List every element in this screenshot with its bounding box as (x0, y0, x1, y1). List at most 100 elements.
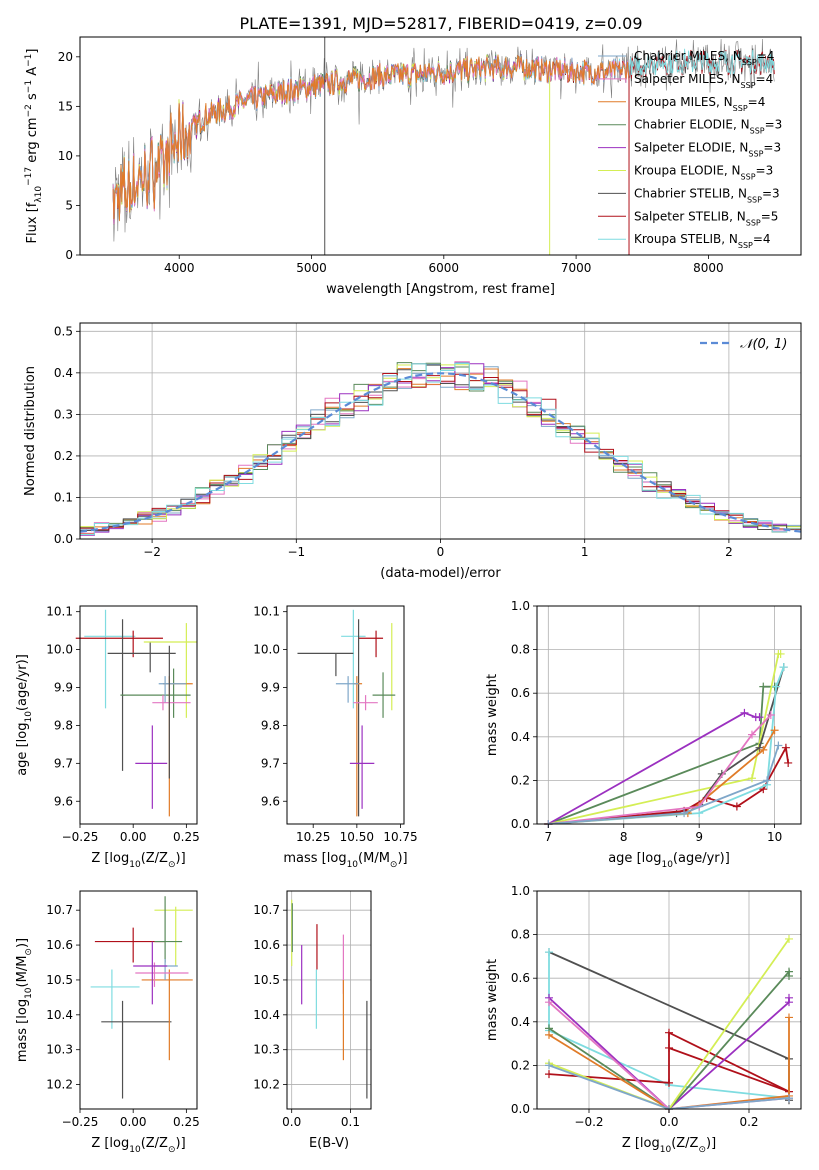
plus-marker (785, 1094, 793, 1103)
data-point (341, 609, 366, 709)
plus-marker (545, 1030, 553, 1039)
axes-frame (286, 890, 372, 1110)
x-tick-label: 9 (695, 830, 703, 844)
x-axis-label: Z [log10(Z/Z⊙)] (91, 1136, 185, 1155)
data-point (133, 941, 168, 1005)
legend-label: Kroupa MILES, NSSP=4 (634, 95, 765, 113)
y-tick-label: 0.0 (511, 1102, 530, 1116)
series-chabrier-miles (544, 741, 783, 828)
y-tick-label: 1.0 (511, 599, 530, 613)
legend-entry: Salpeter ELODIE, NSSP=3 (598, 141, 781, 159)
y-tick-label: 10.5 (253, 973, 280, 987)
data-point (154, 959, 178, 980)
y-tick-label: 10.1 (46, 605, 73, 619)
legend-entry: Kroupa MILES, NSSP=4 (598, 95, 765, 113)
y-tick-label: 10 (58, 149, 73, 163)
x-axis-label: Z [log10(Z/Z⊙)] (622, 1136, 716, 1155)
data-point (75, 630, 163, 658)
series-line (548, 653, 781, 825)
panel-0: 4000 5000 6000 7000 8000 0 5 10 15 20 wavelength [… (24, 36, 802, 297)
y-tick-label: 10.6 (46, 938, 73, 952)
plus-marker (763, 776, 772, 785)
series-line (548, 952, 790, 1099)
y-tick-label: 0.6 (511, 686, 530, 700)
legend-label: Salpeter ELODIE, NSSP=3 (634, 141, 781, 159)
x-tick-label: 0.00 (120, 830, 147, 844)
y-axis-label: mass weight (485, 674, 500, 756)
x-axis-label: Z [log10(Z/Z⊙)] (91, 851, 185, 870)
y-tick-label: 9.9 (54, 681, 73, 695)
plus-marker (785, 1013, 793, 1022)
series-chabrier-stelib (544, 663, 788, 828)
legend-label: 𝒩(0, 1) (740, 337, 787, 352)
y-tick-label: 10.1 (253, 605, 280, 619)
y-tick-label: 10.3 (253, 1043, 280, 1057)
y-tick-label: 0.3 (54, 407, 73, 421)
y-axis-label: age [log10(age/yr)] (15, 654, 34, 776)
plus-marker (545, 948, 553, 957)
y-tick-label: 10.2 (46, 1078, 73, 1092)
x-axis-label: age [log10(age/yr)] (608, 851, 730, 870)
y-tick-label: 0.5 (54, 324, 73, 338)
series-kroupa-elodie (544, 649, 785, 828)
plus-marker (665, 1043, 673, 1052)
plus-marker (747, 774, 756, 783)
series-line (548, 714, 772, 825)
x-tick-label: 0 (437, 545, 445, 559)
plot-area (544, 649, 793, 828)
x-tick-label: 8000 (693, 261, 724, 275)
series-line (548, 666, 785, 825)
plus-marker (784, 758, 793, 767)
y-tick-label: 0.1 (54, 490, 73, 504)
x-tick-label: 7000 (561, 261, 592, 275)
x-tick-label: 8 (620, 830, 628, 844)
legend-entry: Salpeter STELIB, NSSP=5 (598, 209, 778, 227)
x-axis-label: E(B-V) (309, 1136, 349, 1151)
plot-area (545, 934, 793, 1113)
page-title: PLATE=1391, MJD=52817, FIBERID=0419, z=0… (239, 14, 642, 33)
plus-marker (665, 1078, 673, 1087)
plus-marker (732, 802, 741, 811)
x-tick-label: 10 (767, 830, 782, 844)
x-tick-label: 0.0 (659, 1115, 678, 1129)
plus-marker (545, 1061, 553, 1070)
plot-area (291, 899, 368, 1099)
data-point (84, 609, 136, 709)
y-tick-label: 9.6 (54, 794, 73, 808)
y-tick-label: 0.8 (511, 928, 530, 942)
data-point (152, 695, 191, 711)
y-tick-label: 5 (65, 198, 73, 212)
plus-marker (545, 1070, 553, 1079)
y-tick-label: 0.2 (511, 773, 530, 787)
data-point (353, 676, 363, 817)
y-tick-label: 0.8 (511, 643, 530, 657)
y-axis-label: mass weight (485, 959, 500, 1041)
data-point (154, 906, 193, 966)
plus-marker (785, 934, 793, 943)
x-tick-label: −0.25 (62, 830, 99, 844)
axes-frame (536, 890, 802, 1110)
axes-frame (286, 605, 405, 825)
series-line (548, 666, 785, 825)
y-tick-label: 9.8 (54, 718, 73, 732)
plus-marker (785, 972, 793, 981)
x-tick-label: 5000 (296, 261, 327, 275)
panel-4: 7 8 9 10 0.0 0.2 0.4 0.6 0.8 1.0 age [log10(age/yr… (485, 599, 802, 870)
x-tick-label: 2 (725, 545, 733, 559)
y-axis-label: Flux [fλ10−17 erg cm−2 s−1 A−1] (24, 49, 44, 244)
data-point (372, 672, 396, 718)
axes-frame (536, 605, 802, 825)
data-point (154, 896, 183, 963)
x-tick-label: 0.25 (173, 830, 200, 844)
y-tick-label: 9.8 (261, 718, 280, 732)
y-axis-label: Normed distribution (23, 366, 38, 496)
legend: Chabrier MILES, NSSP=4 Salpeter MILES, NS… (598, 49, 782, 250)
legend-entry: Salpeter MILES, NSSP=4 (598, 72, 773, 90)
legend-label: Salpeter MILES, NSSP=4 (634, 72, 773, 90)
plus-marker (770, 726, 779, 735)
x-axis-label: wavelength [Angstrom, rest frame] (326, 282, 555, 297)
plus-marker (766, 711, 775, 719)
series-salpeter-elodie (545, 993, 793, 1113)
y-tick-label: 10.7 (46, 903, 73, 917)
